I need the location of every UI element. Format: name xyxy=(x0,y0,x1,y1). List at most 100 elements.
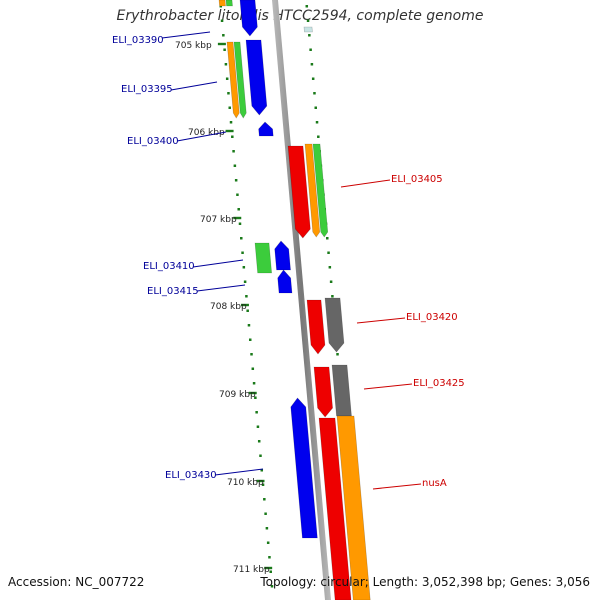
right-tick-dot xyxy=(313,92,316,95)
left-tick-dot xyxy=(233,164,237,167)
feature-track xyxy=(218,0,371,600)
gene-label-eli-03390: ELI_03390 xyxy=(112,35,164,46)
orange-feature-arrow xyxy=(226,41,240,119)
gene-label-eli-03430: ELI_03430 xyxy=(165,470,217,481)
right-tick-dot xyxy=(317,135,320,138)
right-tick-dot xyxy=(336,353,339,356)
green-feature-arrow xyxy=(312,143,329,238)
left-tick-dot xyxy=(224,63,228,66)
left-tick-dot xyxy=(240,237,243,240)
left-tick-dot xyxy=(219,5,223,8)
kbp-label-709: 709 kbp xyxy=(219,390,256,400)
green-feature-arrow xyxy=(254,242,272,274)
left-tick-dot xyxy=(237,208,240,211)
left-tick-dot xyxy=(257,440,261,443)
orange-feature-arrow xyxy=(218,0,226,7)
right-tick-dot xyxy=(314,106,317,109)
right-tick-dot xyxy=(315,121,319,124)
blue-feature-arrow xyxy=(239,0,258,37)
right-tick-dot xyxy=(331,295,334,298)
left-tick-dot xyxy=(268,556,271,559)
gene-label-eli-03425: ELI_03425 xyxy=(413,378,465,389)
right-tick-dot xyxy=(308,34,311,37)
leader-nusa xyxy=(372,483,422,490)
right-tick-dot xyxy=(309,48,312,51)
leader-eli-03400 xyxy=(176,131,227,142)
kbp-label-706: 706 kbp xyxy=(188,128,225,138)
left-tick-major-tick xyxy=(256,479,265,483)
kbp-label-708: 708 kbp xyxy=(210,302,247,312)
right-tick-dot xyxy=(306,19,310,22)
blue-feature-arrow xyxy=(274,240,291,271)
left-tick-dot xyxy=(260,469,264,472)
gene-label-eli-03415: ELI_03415 xyxy=(147,286,199,297)
left-tick-dot xyxy=(243,280,247,283)
gene-label-eli-03410: ELI_03410 xyxy=(143,261,195,272)
left-tick-dot xyxy=(228,106,231,109)
left-tick-dot xyxy=(227,92,230,95)
right-tick-dot xyxy=(327,251,330,254)
left-tick-major-tick xyxy=(225,129,234,133)
left-tick-dot xyxy=(264,512,267,515)
left-tick-major-tick xyxy=(240,303,249,307)
left-tick-major-tick xyxy=(264,566,273,570)
left-tick-dot xyxy=(220,19,224,22)
kbp-label-710: 710 kbp xyxy=(227,478,264,488)
left-tick-dot xyxy=(242,266,246,269)
left-tick-major-tick xyxy=(248,391,257,395)
kbp-label-707: 707 kbp xyxy=(200,215,237,225)
topology-label: Topology: circular; Length: 3,052,398 bp… xyxy=(260,575,590,589)
genome-title: Erythrobacter litoralis HTCC2594, comple… xyxy=(116,8,484,24)
right-tick-dot xyxy=(310,63,314,66)
left-tick-dot xyxy=(223,48,226,51)
faded-feature-arrow xyxy=(303,26,313,33)
left-tick-major-tick xyxy=(233,216,242,220)
left-tick-dot xyxy=(255,411,258,414)
leader-eli-03415 xyxy=(196,284,246,292)
left-tick-dot xyxy=(236,193,239,196)
right-tick-dot xyxy=(326,237,329,240)
blue-feature-arrow xyxy=(277,269,293,294)
right-tick-dot xyxy=(329,280,333,283)
green-feature-arrow xyxy=(225,0,233,7)
green-feature-arrow xyxy=(233,41,247,119)
gene-label-eli-03405: ELI_03405 xyxy=(391,174,443,185)
left-tick-dot xyxy=(247,324,251,327)
leader-eli-03425 xyxy=(363,383,413,390)
left-tick-dot xyxy=(263,498,266,501)
accession-label: Accession: NC_007722 xyxy=(8,575,145,589)
left-tick-dot xyxy=(241,251,244,254)
kbp-label-711: 711 kbp xyxy=(233,565,270,575)
left-tick-dot xyxy=(265,527,269,530)
kbp-label-705: 705 kbp xyxy=(175,41,212,51)
left-tick-dot xyxy=(252,382,256,385)
gene-label-leaders xyxy=(161,31,422,490)
left-tick-dot xyxy=(238,222,242,225)
gene-labels: ELI_03390 ELI_03395 ELI_03400 ELI_03410 … xyxy=(112,35,465,489)
right-tick-dot xyxy=(311,77,315,80)
left-tick-major-tick xyxy=(217,42,226,46)
leader-eli-03420 xyxy=(356,317,406,324)
left-tick-dot xyxy=(251,367,255,370)
leader-eli-03430 xyxy=(214,468,264,476)
leader-eli-03410 xyxy=(192,259,244,268)
left-tick-dot xyxy=(229,121,233,124)
blue-feature-arrow xyxy=(258,121,274,137)
left-tick-dot xyxy=(261,483,265,486)
left-tick-dot xyxy=(245,295,248,298)
leader-eli-03390 xyxy=(161,31,211,39)
gray-feature-arrow xyxy=(331,364,352,417)
right-tick-dot xyxy=(305,5,309,8)
left-tick-dot xyxy=(222,34,225,37)
gray-feature-arrow xyxy=(324,297,345,353)
left-tick-dot xyxy=(232,150,235,153)
left-tick-dot xyxy=(269,570,272,573)
blue-feature-arrow xyxy=(245,39,268,116)
left-tick-dot xyxy=(256,425,260,428)
kbp-labels: 705 kbp 706 kbp 707 kbp 708 kbp 709 kbp … xyxy=(175,41,270,575)
left-tick-dot xyxy=(246,309,249,312)
left-tick-dot xyxy=(234,179,238,182)
left-tick-dot xyxy=(250,353,253,356)
orange-feature-arrow xyxy=(304,143,321,238)
leader-eli-03395 xyxy=(170,81,218,91)
